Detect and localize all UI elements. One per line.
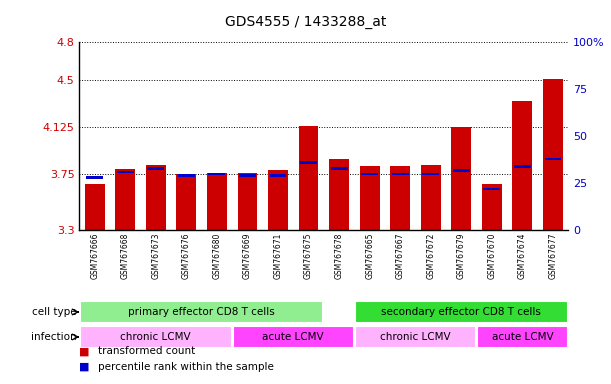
Text: transformed count: transformed count (98, 346, 195, 356)
Text: percentile rank within the sample: percentile rank within the sample (98, 362, 274, 372)
Text: GSM767676: GSM767676 (182, 232, 191, 279)
Bar (355, 326, 476, 348)
Bar (208, 172, 225, 175)
Bar (453, 169, 470, 172)
Text: infection: infection (31, 332, 76, 342)
Text: acute LCMV: acute LCMV (492, 332, 553, 342)
Bar (483, 188, 500, 190)
Text: GDS4555 / 1433288_at: GDS4555 / 1433288_at (225, 15, 386, 29)
Bar (452, 127, 471, 230)
Text: GSM767668: GSM767668 (121, 232, 130, 279)
Bar (299, 126, 318, 230)
Text: GSM767680: GSM767680 (213, 232, 221, 279)
Bar (86, 176, 103, 179)
Bar (117, 171, 134, 174)
Bar (147, 167, 164, 170)
Bar (80, 301, 323, 323)
Bar (207, 173, 227, 230)
Bar (239, 174, 256, 177)
Text: cell type: cell type (32, 307, 76, 317)
Bar (268, 170, 288, 230)
Bar (331, 167, 348, 170)
Bar (355, 301, 568, 323)
Text: GSM767672: GSM767672 (426, 232, 435, 279)
Bar (390, 166, 410, 230)
Text: secondary effector CD8 T cells: secondary effector CD8 T cells (381, 307, 541, 317)
Text: chronic LCMV: chronic LCMV (380, 332, 451, 342)
Bar (329, 159, 349, 230)
Text: GSM767670: GSM767670 (488, 232, 496, 279)
Text: acute LCMV: acute LCMV (263, 332, 324, 342)
Text: GSM767679: GSM767679 (457, 232, 466, 279)
Text: GSM767673: GSM767673 (152, 232, 160, 279)
Bar (178, 174, 195, 177)
Text: GSM767675: GSM767675 (304, 232, 313, 279)
Bar (392, 172, 409, 175)
Bar (361, 172, 378, 175)
Bar (146, 165, 166, 230)
Text: GSM767665: GSM767665 (365, 232, 374, 279)
Bar (543, 79, 563, 230)
Bar (482, 184, 502, 230)
Bar (177, 174, 196, 230)
Text: GSM767678: GSM767678 (335, 232, 343, 279)
Text: chronic LCMV: chronic LCMV (120, 332, 191, 342)
Text: primary effector CD8 T cells: primary effector CD8 T cells (128, 307, 275, 317)
Text: ■: ■ (79, 362, 90, 372)
Bar (422, 172, 439, 175)
Text: GSM767667: GSM767667 (396, 232, 404, 279)
Bar (80, 326, 232, 348)
Bar (514, 165, 531, 168)
Bar (477, 326, 568, 348)
Bar (269, 174, 287, 177)
Bar (360, 166, 379, 230)
Text: GSM767671: GSM767671 (274, 232, 282, 279)
Bar (513, 101, 532, 230)
Bar (233, 326, 354, 348)
Text: GSM767674: GSM767674 (518, 232, 527, 279)
Text: ■: ■ (79, 346, 90, 356)
Bar (421, 165, 441, 230)
Text: GSM767677: GSM767677 (549, 232, 557, 279)
Bar (238, 173, 257, 230)
Bar (544, 157, 562, 160)
Bar (115, 169, 135, 230)
Bar (85, 184, 104, 230)
Text: GSM767666: GSM767666 (90, 232, 99, 279)
Text: GSM767669: GSM767669 (243, 232, 252, 279)
Bar (300, 161, 317, 164)
